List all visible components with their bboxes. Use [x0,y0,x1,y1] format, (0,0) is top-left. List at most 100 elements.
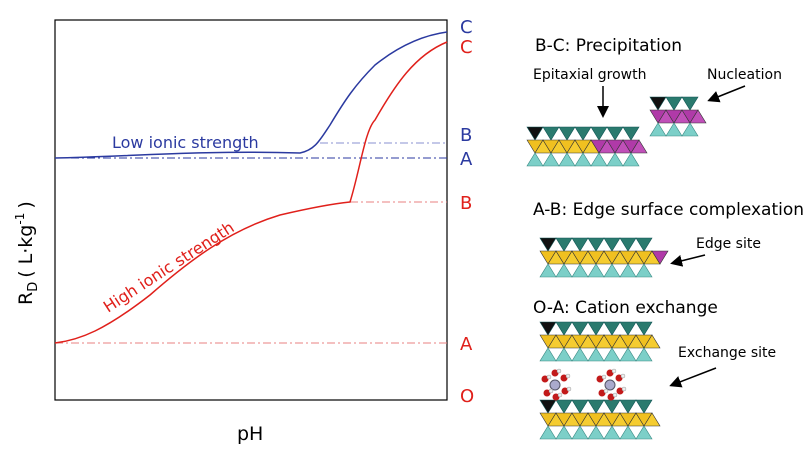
octahedron [635,399,653,414]
tetrahedron [587,263,605,278]
water-h [565,373,571,379]
panel-title: B-C: Precipitation [535,36,682,56]
octahedron [619,321,637,336]
water-o [615,374,623,382]
arrow [669,367,717,388]
level-letter: O [460,386,474,407]
level-letter: C [460,17,473,38]
tetrahedron [571,263,589,278]
water-h [566,386,572,392]
water-o [551,369,559,377]
cation [549,379,561,391]
arrow [670,254,706,267]
tetrahedron [539,347,557,362]
octahedron [635,321,653,336]
tetrahedron [571,347,589,362]
octahedron [555,321,573,336]
octahedron [649,96,667,111]
cation [604,379,616,391]
note: Nucleation [707,67,782,83]
tetrahedron [587,347,605,362]
tetrahedron [590,152,608,167]
note: Edge site [696,236,761,252]
octahedron [622,126,640,141]
tetrahedron [558,152,576,167]
octahedron [571,321,589,336]
octahedron [555,237,573,252]
panel-title: O-A: Cation exchange [533,298,718,318]
tetrahedron [635,347,653,362]
octahedron [635,237,653,252]
water-h [621,386,627,392]
water-h [603,388,609,394]
octahedron [542,126,560,141]
octahedron [558,126,576,141]
water-h [612,392,618,398]
high-curve [54,41,448,344]
tetrahedron [555,263,573,278]
arrow [707,85,746,103]
octahedron [539,237,557,252]
level-letter: B [460,193,472,214]
tetrahedron [606,152,624,167]
level-letter: A [460,149,473,170]
octahedron [574,126,592,141]
note: Epitaxial growth [533,67,647,83]
y-axis-label: RD( L·kg-1) [13,201,41,305]
water-h [620,373,626,379]
octahedron [606,126,624,141]
level-letter: C [460,37,473,58]
tetrahedron [649,122,667,137]
octahedron [689,109,707,124]
level-letter: A [460,334,473,355]
water-o [607,393,615,401]
low-curve [54,31,448,159]
panel-title: A-B: Edge surface complexation [533,200,804,220]
tetrahedron [619,425,637,440]
octahedron [539,399,557,414]
octahedron [619,237,637,252]
tetrahedron [622,152,640,167]
octahedron [539,321,557,336]
tetrahedron [619,263,637,278]
tetrahedron [603,263,621,278]
water-o [561,387,569,395]
tetrahedron [574,152,592,167]
edge-site [651,250,669,265]
octahedron [603,399,621,414]
octahedron [590,126,608,141]
water-o [560,374,568,382]
water-o [598,389,606,397]
tetrahedron [635,425,653,440]
octahedron [571,237,589,252]
note: Exchange site [678,345,776,361]
curve-label: High ionic strength [100,218,238,317]
tetrahedron [665,122,683,137]
tetrahedron [555,347,573,362]
water-h [556,368,562,374]
octahedron [619,399,637,414]
octahedron [603,321,621,336]
water-h [611,368,617,374]
tetrahedron [526,152,544,167]
tetrahedron [587,425,605,440]
x-axis-label: pH [237,423,263,445]
octahedron [630,139,648,154]
tetrahedron [603,347,621,362]
octahedron [571,399,589,414]
water-o [596,375,604,383]
level-letter: B [460,125,472,146]
water-o [616,387,624,395]
octahedron [526,126,544,141]
octahedron [665,96,683,111]
tetrahedron [635,263,653,278]
octahedron [587,399,605,414]
octahedron [643,334,661,349]
plot-frame [54,19,448,401]
curve-label: Low ionic strength [112,133,259,152]
water-o [606,369,614,377]
octahedron [643,412,661,427]
tetrahedron [619,347,637,362]
tetrahedron [681,122,699,137]
